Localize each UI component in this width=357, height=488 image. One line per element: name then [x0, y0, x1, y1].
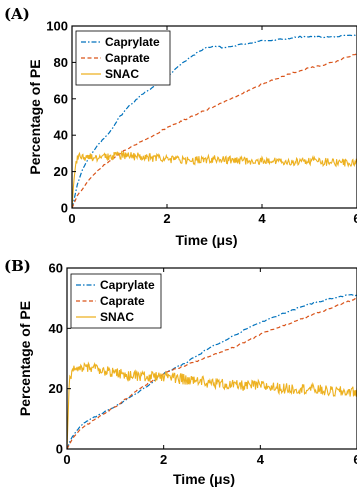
x-tick-label: 0: [68, 211, 75, 226]
legend: Caprylate Caprate SNAC: [70, 273, 162, 329]
plot-area-frame: [66, 267, 357, 450]
x-tick-label: 6: [353, 211, 357, 226]
series-line-caprylate: [72, 34, 357, 208]
y-tick-label: 60: [49, 261, 63, 276]
x-tick-label: 4: [258, 211, 266, 226]
series-line-snac: [67, 361, 357, 449]
y-tick-label: 20: [49, 381, 63, 396]
legend-entry-caprate: Caprate: [100, 294, 145, 308]
x-tick-label: 2: [163, 211, 170, 226]
y-tick-label: 0: [61, 201, 68, 216]
plot-area-frame: [71, 25, 357, 209]
series-line-caprate: [67, 297, 357, 449]
x-axis-title: Time (μs): [173, 471, 235, 487]
legend-entry-snac: SNAC: [100, 310, 134, 324]
series-line-snac: [72, 150, 357, 208]
chart-panel-a: (A)0246020406080100Time (μs)Percentage o…: [4, 5, 357, 248]
x-tick-label: 6: [353, 452, 357, 467]
y-tick-label: 80: [54, 55, 68, 70]
x-tick-label: 2: [160, 452, 167, 467]
y-tick-label: 100: [46, 19, 68, 34]
legend-entry-caprylate: Caprylate: [105, 35, 160, 49]
legend-entry-snac: SNAC: [105, 67, 139, 81]
panel-label: (B): [4, 257, 31, 275]
y-tick-label: 60: [54, 91, 68, 106]
chart-panel-b: (B)02460204060Time (μs)Percentage of PEC…: [4, 257, 357, 487]
panel-label: (A): [4, 5, 30, 23]
y-axis-title: Percentage of PE: [17, 301, 33, 416]
x-axis-title: Time (μs): [176, 232, 238, 248]
legend-box: [75, 30, 171, 86]
legend: Caprylate Caprate SNAC: [75, 30, 171, 86]
y-axis-title: Percentage of PE: [27, 59, 43, 174]
legend-entry-caprylate: Caprylate: [100, 278, 155, 292]
legend-entry-caprate: Caprate: [105, 51, 150, 65]
x-tick-label: 4: [257, 452, 265, 467]
y-tick-label: 40: [54, 128, 68, 143]
y-tick-label: 40: [49, 321, 63, 336]
x-tick-label: 0: [63, 452, 70, 467]
y-tick-label: 20: [54, 164, 68, 179]
y-tick-label: 0: [56, 442, 63, 457]
